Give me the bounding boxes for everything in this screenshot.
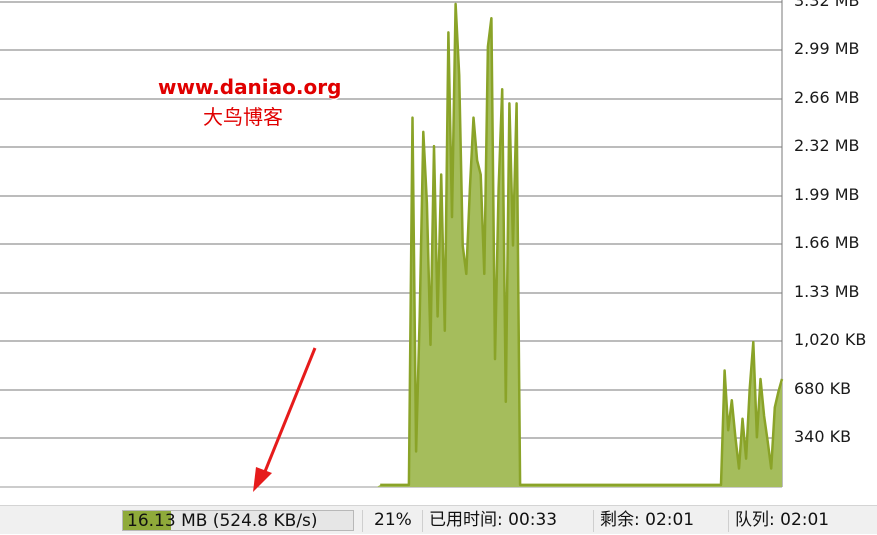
status-separator [422,510,423,532]
y-tick-label: 2.66 MB [794,88,860,107]
queue-time: 队列: 02:01 [735,510,830,530]
y-tick-label: 2.32 MB [794,136,860,155]
status-bar: 16.13 MB (524.8 KB/s) 21% 已用时间: 00:33 剩余… [0,505,877,534]
status-separator [593,510,594,532]
y-tick-label: 340 KB [794,427,852,446]
watermark-name: 大鸟博客 [203,105,283,129]
y-tick-label: 2.99 MB [794,39,860,58]
status-separator [728,510,729,532]
elapsed-time: 已用时间: 00:33 [429,510,558,530]
remaining-time: 剩余: 02:01 [600,510,695,530]
y-tick-label: 3.32 MB [794,0,860,10]
y-tick-label: 1.66 MB [794,233,860,252]
transfer-progress-fill [123,511,172,530]
progress-percent: 21% [374,510,412,530]
y-tick-label: 1.99 MB [794,185,860,204]
speed-graph: 3.32 MB 2.99 MB 2.66 MB 2.32 MB 1.99 MB … [0,0,867,492]
transfer-progress-bar: 16.13 MB (524.8 KB/s) [122,510,354,531]
transfer-amount: 16.13 MB (524.8 KB/s) [127,511,318,531]
speed-area [0,4,782,487]
speed-graph-canvas [0,0,784,488]
speed-line [380,2,784,487]
y-tick-label: 1.33 MB [794,282,860,301]
y-tick-label: 1,020 KB [794,330,867,349]
y-tick-label: 680 KB [794,379,852,398]
watermark-url: www.daniao.org [158,75,342,99]
status-separator [362,510,363,532]
